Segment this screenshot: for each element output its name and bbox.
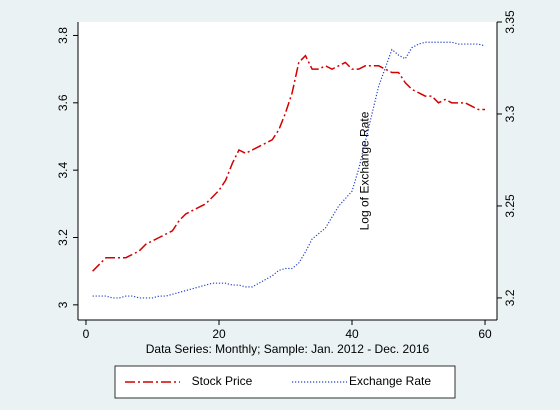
y-tick-label: 3.6 bbox=[56, 94, 70, 111]
y-tick-label: 3.4 bbox=[56, 161, 70, 178]
legend-box bbox=[114, 365, 456, 399]
y2-tick-label: 3.3 bbox=[503, 105, 517, 122]
x-tick-label: 20 bbox=[212, 327, 226, 341]
plot-area bbox=[78, 22, 497, 320]
series-line bbox=[92, 54, 486, 272]
legend-label: Exchange Rate bbox=[349, 374, 431, 388]
x-tick-label: 0 bbox=[83, 327, 90, 341]
legend-label: Stock Price bbox=[192, 374, 253, 388]
series-line bbox=[92, 41, 486, 299]
y-tick-label: 3 bbox=[56, 301, 70, 308]
y2-axis-label: Log of Exchange Rate bbox=[357, 111, 371, 230]
x-tick-label: 60 bbox=[478, 327, 492, 341]
y-tick-label: 3.2 bbox=[56, 229, 70, 246]
y2-tick-label: 3.2 bbox=[503, 289, 517, 306]
x-tick-label: 40 bbox=[345, 327, 359, 341]
y2-tick-label: 3.25 bbox=[503, 194, 517, 218]
y-tick-label: 3.8 bbox=[56, 27, 70, 44]
y2-tick-label: 3.35 bbox=[503, 10, 517, 34]
x-axis-label: Data Series: Monthly; Sample: Jan. 2012 … bbox=[146, 342, 430, 356]
